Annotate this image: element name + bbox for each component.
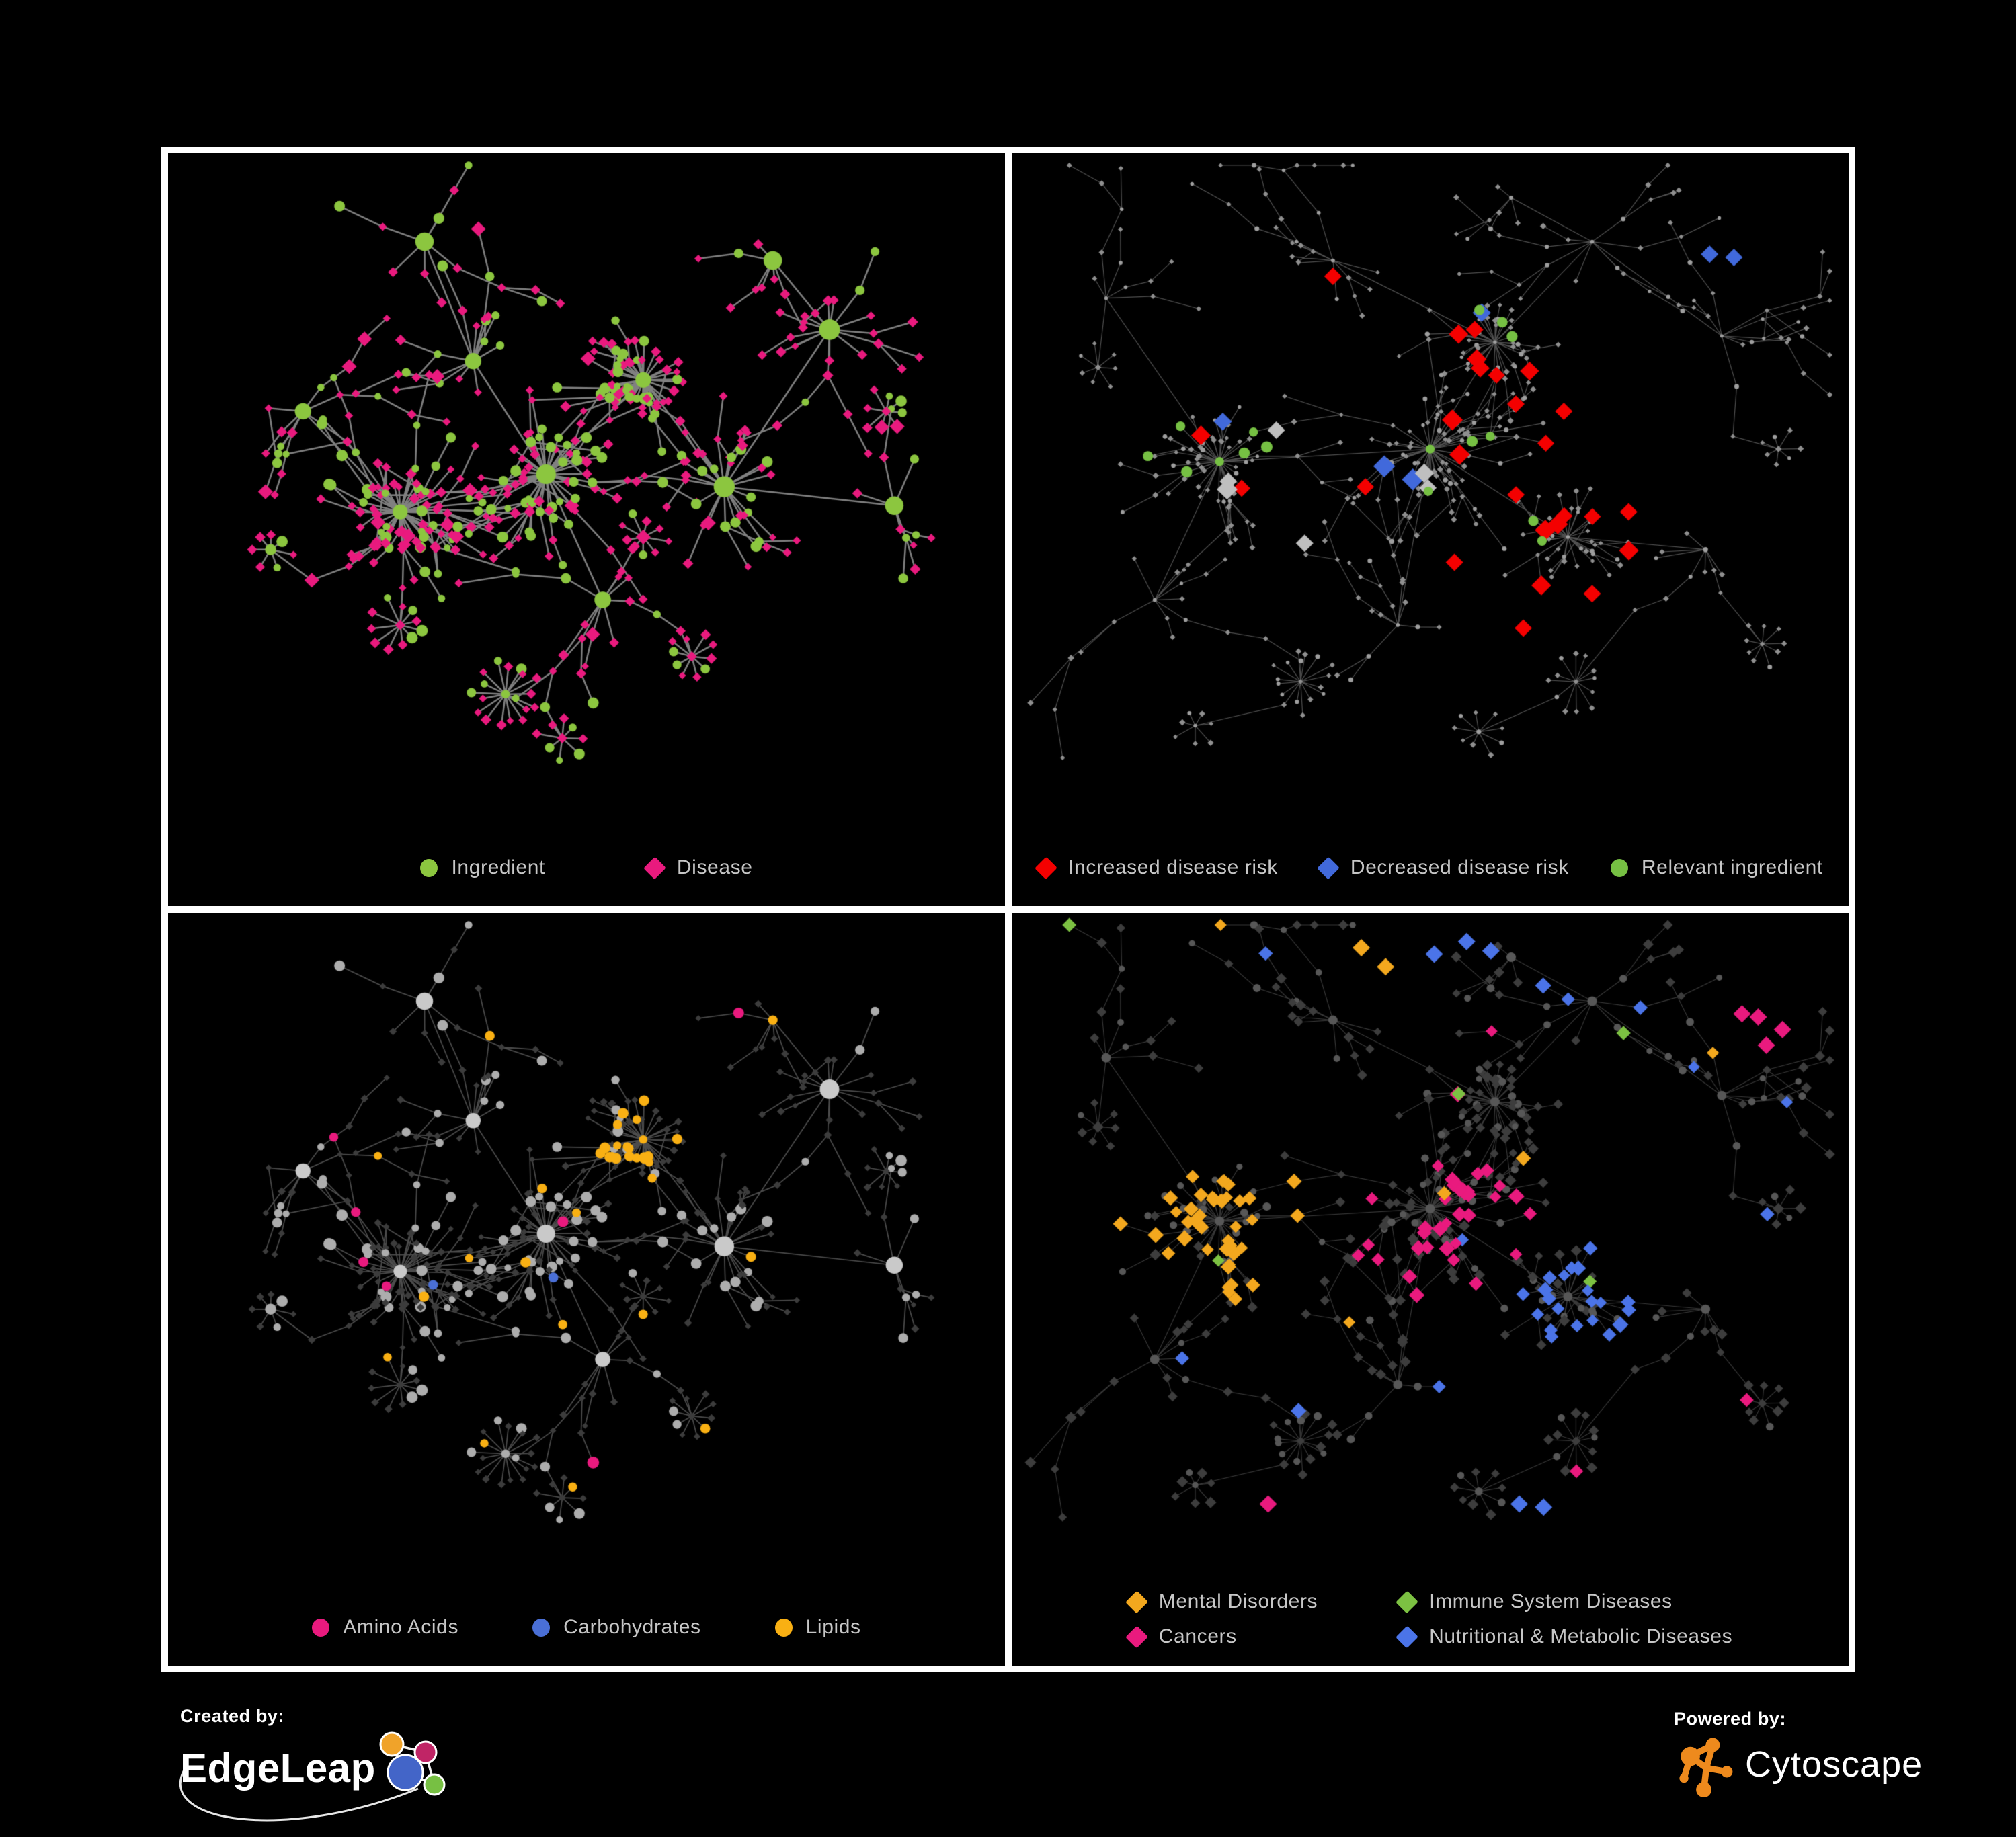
ingredient-circle-icon bbox=[420, 858, 438, 877]
increased-disease-risk-diamond-icon bbox=[1035, 856, 1058, 879]
cytoscape-wordmark: Cytoscape bbox=[1745, 1744, 1923, 1785]
relevant-ingredient-circle-icon bbox=[1610, 858, 1628, 877]
edgeleap-node-blue bbox=[387, 1754, 424, 1791]
disease-risk-network bbox=[1012, 153, 1849, 906]
legend-label-decreased-disease-risk: Decreased disease risk bbox=[1350, 856, 1569, 879]
legend-item-carbohydrates: Carbohydrates bbox=[532, 1616, 701, 1639]
cytoscape-credit: Powered by: Cytoscape bbox=[1674, 1709, 1923, 1798]
legend-item-disease: Disease bbox=[643, 856, 753, 879]
edgeleap-node-green bbox=[423, 1773, 446, 1796]
legend-label-disease: Disease bbox=[676, 856, 753, 879]
panel-macronutrients: Amino Acids Carbohydrates Lipids bbox=[168, 913, 1005, 1666]
legend-item-relevant-ingredient: Relevant ingredient bbox=[1610, 856, 1823, 879]
carbohydrates-circle-icon bbox=[532, 1618, 551, 1637]
panel-disease-risk: Increased disease risk Decreased disease … bbox=[1012, 153, 1849, 906]
legend-label-cancers: Cancers bbox=[1158, 1625, 1237, 1647]
legend-item-decreased-disease-risk: Decreased disease risk bbox=[1317, 856, 1569, 879]
macronutrients-legend: Amino Acids Carbohydrates Lipids bbox=[168, 1616, 1005, 1639]
panel-ingredient-disease: Ingredient Disease bbox=[168, 153, 1005, 906]
disease-classes-network bbox=[1012, 913, 1849, 1666]
legend-label-nutritional-metabolic-diseases: Nutritional & Metabolic Diseases bbox=[1429, 1625, 1733, 1647]
cytoscape-logo bbox=[1679, 1738, 1733, 1798]
legend-item-lipids: Lipids bbox=[774, 1616, 861, 1639]
legend-item-amino-acids: Amino Acids bbox=[312, 1616, 458, 1639]
legend-label-lipids: Lipids bbox=[805, 1616, 861, 1638]
decreased-disease-risk-diamond-icon bbox=[1317, 856, 1340, 879]
legend-item-ingredient: Ingredient bbox=[420, 856, 545, 879]
panel-disease-classes: Mental Disorders Immune System Diseases Ca… bbox=[1012, 913, 1849, 1666]
lipids-circle-icon bbox=[774, 1618, 793, 1637]
legend-label-ingredient: Ingredient bbox=[451, 856, 545, 879]
immune-system-diseases-diamond-icon bbox=[1396, 1590, 1419, 1613]
legend-label-immune-system-diseases: Immune System Diseases bbox=[1429, 1590, 1672, 1613]
disease-risk-legend: Increased disease risk Decreased disease … bbox=[1012, 856, 1849, 879]
edgeleap-node-magenta bbox=[413, 1740, 438, 1764]
legend-item-increased-disease-risk: Increased disease risk bbox=[1035, 856, 1278, 879]
edgeleap-node-orange bbox=[379, 1731, 405, 1757]
macronutrients-network bbox=[168, 913, 1005, 1666]
nutritional-metabolic-diseases-diamond-icon bbox=[1396, 1625, 1419, 1648]
legend-label-amino-acids: Amino Acids bbox=[343, 1616, 459, 1638]
legend-item-nutritional-metabolic-diseases: Nutritional & Metabolic Diseases bbox=[1396, 1625, 1733, 1648]
cytoscape-brand-row: Cytoscape bbox=[1674, 1731, 1923, 1798]
legend-item-cancers: Cancers bbox=[1125, 1625, 1318, 1648]
legend-label-relevant-ingredient: Relevant ingredient bbox=[1641, 856, 1823, 879]
edgeleap-wordmark: EdgeLeap bbox=[180, 1745, 376, 1791]
ingredient-disease-legend: Ingredient Disease bbox=[168, 856, 1005, 879]
legend-label-increased-disease-risk: Increased disease risk bbox=[1068, 856, 1278, 879]
edgeleap-logo bbox=[379, 1731, 446, 1796]
legend-label-carbohydrates: Carbohydrates bbox=[563, 1616, 701, 1638]
disease-classes-legend: Mental Disorders Immune System Diseases Ca… bbox=[1012, 1590, 1849, 1648]
legend-item-immune-system-diseases: Immune System Diseases bbox=[1396, 1590, 1732, 1613]
ingredient-disease-network bbox=[168, 153, 1005, 906]
created-by-label: Created by: bbox=[180, 1706, 285, 1726]
disease-diamond-icon bbox=[643, 856, 666, 879]
edgeleap-credit: Created by: EdgeLeap bbox=[179, 1706, 450, 1822]
edgeleap-brand-row: EdgeLeap bbox=[179, 1728, 450, 1822]
figure-grid: Ingredient Disease Increased disease risk… bbox=[161, 147, 1855, 1672]
legend-label-mental-disorders: Mental Disorders bbox=[1158, 1590, 1318, 1613]
cancers-diamond-icon bbox=[1125, 1625, 1148, 1648]
powered-by-label: Powered by: bbox=[1674, 1709, 1787, 1729]
amino-acids-circle-icon bbox=[312, 1618, 330, 1637]
legend-item-mental-disorders: Mental Disorders bbox=[1125, 1590, 1318, 1613]
mental-disorders-diamond-icon bbox=[1125, 1590, 1148, 1613]
